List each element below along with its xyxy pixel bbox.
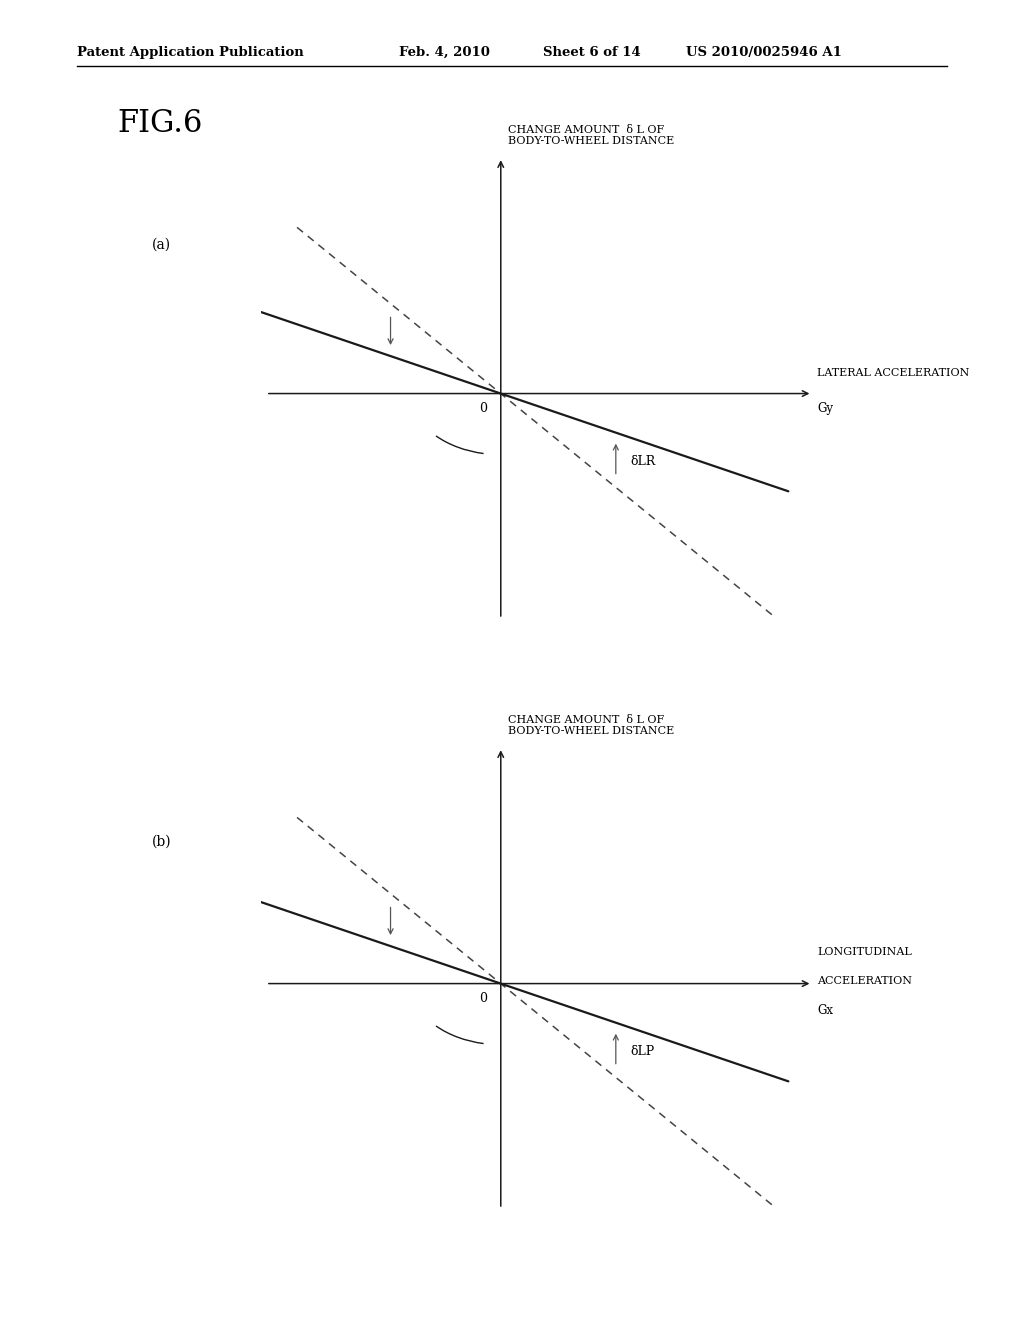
Text: Gx: Gx <box>817 1005 834 1018</box>
Text: US 2010/0025946 A1: US 2010/0025946 A1 <box>686 46 842 59</box>
Text: (a): (a) <box>152 238 171 252</box>
Text: 0: 0 <box>479 401 487 414</box>
Text: Sheet 6 of 14: Sheet 6 of 14 <box>543 46 640 59</box>
Text: Gy: Gy <box>817 403 834 414</box>
Text: CHANGE AMOUNT  δ L OF
BODY-TO-WHEEL DISTANCE: CHANGE AMOUNT δ L OF BODY-TO-WHEEL DISTA… <box>508 125 674 147</box>
Text: LATERAL ACCELERATION: LATERAL ACCELERATION <box>817 368 970 379</box>
Text: ACCELERATION: ACCELERATION <box>817 975 912 986</box>
Text: LONGITUDINAL: LONGITUDINAL <box>817 948 912 957</box>
Text: FIG.6: FIG.6 <box>118 108 203 139</box>
Text: δLR: δLR <box>630 455 655 467</box>
Text: CHANGE AMOUNT  δ L OF
BODY-TO-WHEEL DISTANCE: CHANGE AMOUNT δ L OF BODY-TO-WHEEL DISTA… <box>508 715 674 737</box>
Text: (b): (b) <box>152 834 171 849</box>
Text: 0: 0 <box>479 991 487 1005</box>
Text: δLP: δLP <box>630 1045 654 1057</box>
Text: Feb. 4, 2010: Feb. 4, 2010 <box>399 46 490 59</box>
Text: Patent Application Publication: Patent Application Publication <box>77 46 303 59</box>
